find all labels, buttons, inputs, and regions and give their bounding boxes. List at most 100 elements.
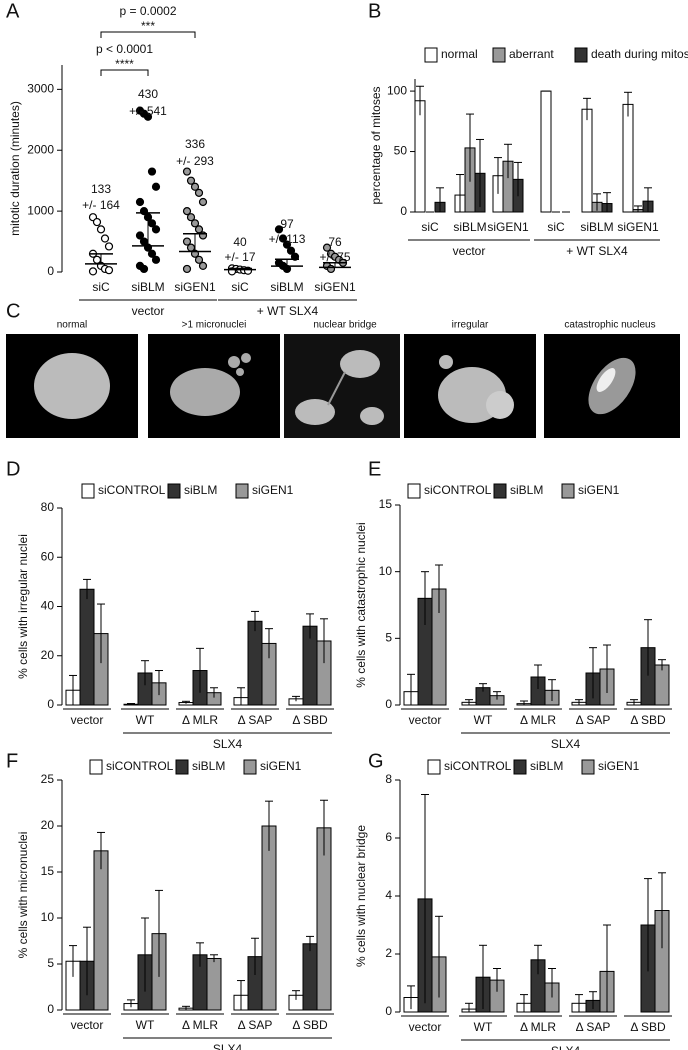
point xyxy=(151,225,161,234)
legend-label: siCONTROL xyxy=(444,759,512,773)
annotation: **** xyxy=(115,57,134,71)
image-label: normal xyxy=(57,320,88,331)
legend-swatch xyxy=(492,47,506,63)
nucleus xyxy=(588,357,636,415)
x-tick-label: Δ SBD xyxy=(630,713,666,727)
bar xyxy=(540,90,552,213)
nucleus xyxy=(360,407,384,425)
y-axis-title: mitotic duration (minutes) xyxy=(8,101,22,236)
point xyxy=(194,188,204,197)
bar xyxy=(206,957,222,1011)
sd-label: +/- 113 xyxy=(269,232,306,246)
legend-label: siBLM xyxy=(530,759,563,773)
x-tick-label: Δ MLR xyxy=(520,713,556,727)
significance-bracket xyxy=(100,31,196,38)
panel-letter: E xyxy=(368,458,381,480)
point xyxy=(182,264,192,274)
micronucleus xyxy=(236,368,244,376)
x-tick-label: Δ SBD xyxy=(292,1018,328,1032)
legend-label: siGEN1 xyxy=(578,483,620,497)
x-tick-label: siGEN1 xyxy=(174,280,216,294)
x-tick-label: WT xyxy=(474,713,493,727)
y-tick-label: 0 xyxy=(47,264,54,278)
x-tick-label: siGEN1 xyxy=(617,220,659,234)
sd-label: +/- 164 xyxy=(82,198,120,212)
nucleus xyxy=(340,350,380,378)
x-tick-label: siBLM xyxy=(453,220,486,234)
x-tick-label: vector xyxy=(71,1018,104,1032)
point xyxy=(326,264,336,274)
bar xyxy=(414,100,426,213)
point xyxy=(186,176,196,185)
annotation: *** xyxy=(141,19,155,33)
x-tick-label: siGEN1 xyxy=(314,280,356,294)
x-tick-label: Δ SAP xyxy=(576,713,611,727)
bar xyxy=(302,943,318,1011)
bar xyxy=(581,108,593,213)
legend-label: death during mitosis xyxy=(591,47,688,61)
image-label: >1 micronuclei xyxy=(182,320,247,331)
nucleus xyxy=(295,399,335,425)
y-tick-label: 2 xyxy=(385,946,392,960)
mean-label: 76 xyxy=(328,235,342,249)
point xyxy=(88,267,98,276)
panel-letter: F xyxy=(6,750,18,772)
micronucleus xyxy=(241,353,251,363)
x-tick-label: vector xyxy=(71,713,104,727)
legend-label: siGEN1 xyxy=(260,759,302,773)
group-label: SLX4 xyxy=(551,737,581,751)
point xyxy=(92,217,102,227)
x-tick-label: Δ SAP xyxy=(238,1018,273,1032)
micronucleus xyxy=(228,356,240,368)
y-tick-label: 100 xyxy=(387,83,407,97)
y-tick-label: 0 xyxy=(47,697,54,711)
x-tick-label: WT xyxy=(136,1018,155,1032)
y-tick-label: 80 xyxy=(41,500,55,514)
x-tick-label: siC xyxy=(231,280,249,294)
point xyxy=(286,246,296,255)
sd-label: +/- 541 xyxy=(129,104,167,118)
legend-label: siCONTROL xyxy=(106,759,174,773)
point xyxy=(190,219,200,228)
legend-swatch xyxy=(427,759,441,775)
legend-swatch xyxy=(513,759,527,775)
mean-label: 97 xyxy=(280,217,294,231)
legend-label: normal xyxy=(441,47,478,61)
point xyxy=(139,264,149,274)
fragment xyxy=(596,368,616,392)
point xyxy=(135,231,145,240)
y-tick-label: 0 xyxy=(385,697,392,711)
legend-swatch xyxy=(167,483,181,499)
y-tick-label: 25 xyxy=(41,772,55,786)
point xyxy=(104,266,114,275)
bar xyxy=(654,664,670,706)
point xyxy=(186,213,196,222)
x-tick-label: siC xyxy=(421,220,439,234)
y-tick-label: 2000 xyxy=(27,142,54,156)
group-label: SLX4 xyxy=(213,737,243,751)
bridge xyxy=(327,371,346,406)
point xyxy=(182,167,192,176)
x-tick-label: Δ MLR xyxy=(520,1020,556,1034)
x-tick-label: WT xyxy=(136,713,155,727)
x-tick-label: WT xyxy=(474,1020,493,1034)
panel-letter: G xyxy=(368,750,384,772)
legend-label: siBLM xyxy=(192,759,225,773)
y-tick-label: 3000 xyxy=(27,82,54,96)
legend-swatch xyxy=(493,483,507,499)
panel-letter: C xyxy=(6,300,20,322)
legend-swatch xyxy=(81,483,95,499)
image-panel: normal >1 micronuclei nuclear bridge irr… xyxy=(6,320,680,438)
y-tick-label: 8 xyxy=(385,772,392,786)
panel-letter: B xyxy=(368,0,381,22)
y-axis-title: % cells with micronuclei xyxy=(16,832,30,959)
point xyxy=(151,255,161,264)
mean-label: 336 xyxy=(185,137,205,151)
y-tick-label: 20 xyxy=(41,818,55,832)
point xyxy=(100,234,110,243)
point xyxy=(322,243,332,252)
sd-label: +/- 75 xyxy=(319,250,350,264)
nucleus xyxy=(34,353,110,419)
point xyxy=(198,261,208,271)
